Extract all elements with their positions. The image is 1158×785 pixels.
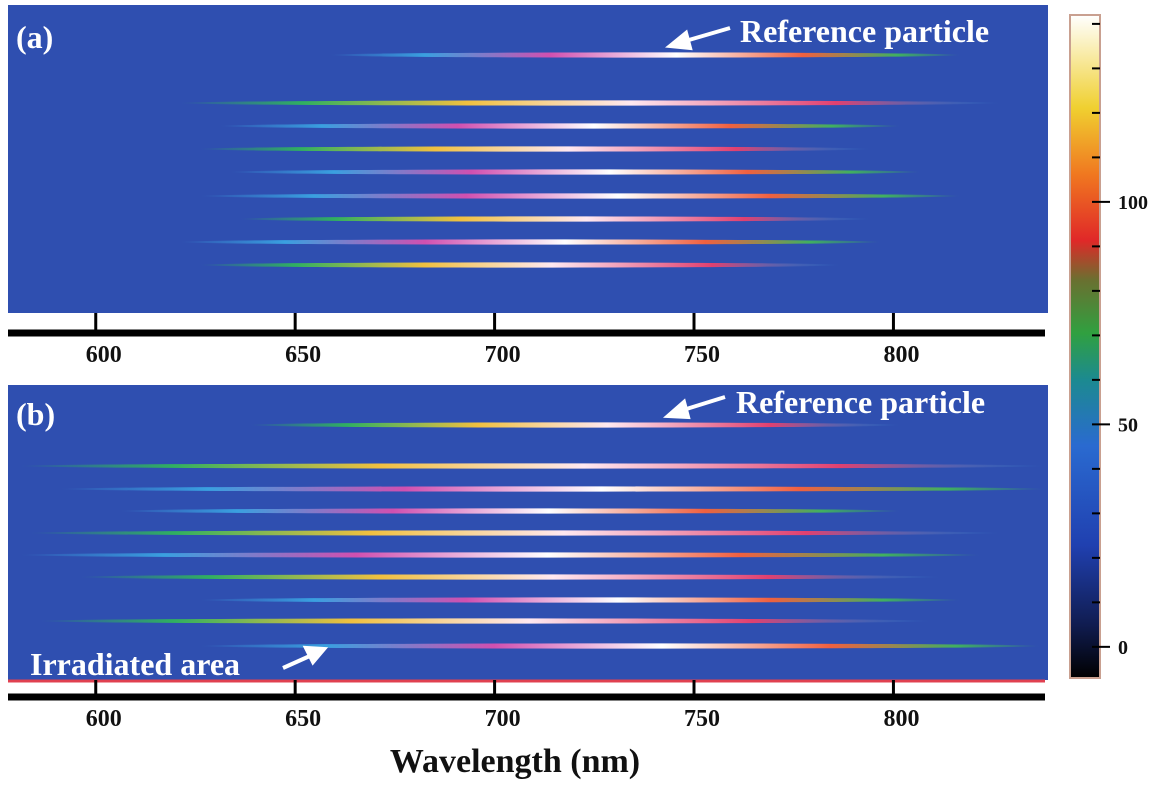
streak [120, 508, 900, 514]
streak [40, 618, 930, 624]
annotation: Reference particle [736, 384, 985, 420]
panel-label: (a) [16, 19, 53, 55]
colorbar [1069, 14, 1101, 679]
arrow [664, 26, 731, 51]
x-tick-label: 750 [684, 706, 720, 732]
streak [20, 552, 980, 558]
panel-label: (b) [16, 396, 55, 432]
streak [200, 146, 870, 152]
streak [20, 463, 1045, 469]
colorbar-tick-label: 0 [1118, 637, 1128, 659]
streak [200, 643, 1040, 649]
streaks [20, 52, 1045, 649]
streak [180, 239, 880, 245]
streak [220, 123, 900, 129]
x-tick-label: 800 [883, 706, 919, 732]
x-tick-label: 650 [285, 342, 321, 368]
streak [60, 486, 1045, 492]
streak [80, 574, 940, 580]
arrow [662, 395, 726, 420]
streak [250, 422, 900, 428]
annotation: Reference particle [740, 13, 989, 49]
annotation: Irradiated area [30, 646, 240, 682]
x-tick-label: 650 [285, 706, 321, 732]
x-axis-title: Wavelength (nm) [390, 743, 640, 780]
streak [200, 262, 840, 268]
x-tick-label: 800 [883, 342, 919, 368]
streak [30, 530, 1000, 536]
arrow [282, 645, 329, 670]
streak [200, 193, 960, 199]
x-tick-label: 600 [86, 342, 122, 368]
streak [240, 216, 870, 222]
x-tick-label: 700 [485, 342, 521, 368]
streak [200, 597, 960, 603]
x-tick-label: 700 [485, 706, 521, 732]
streak [330, 52, 960, 58]
x-tick-label: 750 [684, 342, 720, 368]
streak [230, 169, 920, 175]
colorbar-tick-label: 100 [1118, 192, 1148, 214]
x-tick-label: 600 [86, 706, 122, 732]
colorbar-tick-label: 50 [1118, 414, 1138, 436]
streak [180, 100, 1000, 106]
